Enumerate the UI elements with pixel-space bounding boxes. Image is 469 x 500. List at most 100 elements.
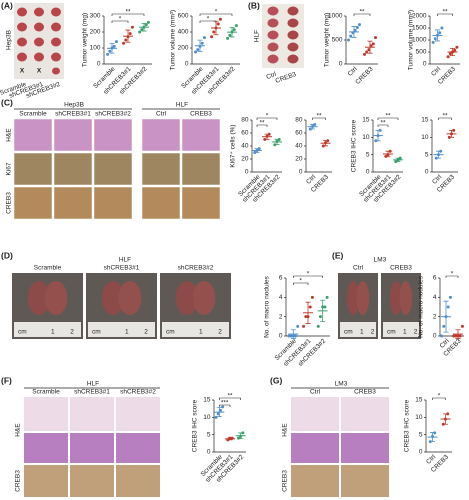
significance-bracket bbox=[199, 13, 233, 16]
y-tick-label: 10 bbox=[362, 134, 370, 141]
absent-mark: X bbox=[37, 68, 42, 75]
group-label: Ctrl bbox=[265, 71, 277, 81]
data-point bbox=[108, 49, 112, 53]
data-point bbox=[460, 324, 464, 328]
data-point bbox=[355, 26, 359, 30]
tumor bbox=[267, 54, 279, 64]
group-label: shCREB3#2 bbox=[178, 265, 214, 272]
stain-label: Ki67 bbox=[6, 162, 13, 175]
significance-label: ** bbox=[442, 9, 448, 16]
y-tick-label: 40 bbox=[295, 143, 303, 150]
data-point bbox=[114, 40, 118, 44]
ruler-label: 2 bbox=[218, 329, 222, 336]
absent-mark: X bbox=[20, 68, 25, 75]
data-point bbox=[365, 50, 369, 54]
ihc-tile bbox=[141, 118, 181, 152]
error-bar bbox=[310, 124, 315, 130]
data-point bbox=[234, 24, 238, 28]
error-bar bbox=[274, 138, 280, 145]
stain-label: CREB3 bbox=[6, 192, 13, 214]
data-point bbox=[140, 28, 144, 32]
y-tick-label: 500 bbox=[332, 37, 343, 44]
data-point bbox=[218, 17, 222, 21]
lung bbox=[389, 281, 403, 315]
lung bbox=[192, 281, 216, 315]
error-bar bbox=[290, 329, 296, 339]
group-label: Ctrl bbox=[156, 111, 167, 118]
panel-label: (A) bbox=[1, 0, 13, 10]
ruler-label: cm bbox=[92, 329, 101, 336]
error-bar bbox=[305, 301, 311, 324]
x-tick-label: CREB3 bbox=[354, 65, 375, 86]
group-label: CREB3 bbox=[190, 111, 212, 118]
tumor bbox=[17, 37, 27, 47]
ruler bbox=[340, 322, 376, 337]
significance-label: * bbox=[266, 113, 269, 120]
data-point bbox=[318, 315, 322, 319]
tumor bbox=[287, 18, 299, 28]
significance-bracket bbox=[256, 124, 268, 127]
significance-bracket bbox=[353, 13, 371, 16]
cell-line: LM3 bbox=[335, 381, 348, 388]
ihc-tile bbox=[141, 186, 181, 220]
data-point bbox=[200, 41, 204, 45]
error-bar bbox=[323, 140, 328, 147]
y-tick-label: 0 bbox=[339, 61, 343, 68]
zoom-tile bbox=[116, 433, 160, 463]
y-tick-label: 6 bbox=[433, 275, 437, 282]
y-axis-label: CREB3 IHC score bbox=[404, 399, 411, 452]
data-point bbox=[106, 52, 110, 56]
y-axis-label: Ki67⁺ cells (%) bbox=[230, 124, 237, 167]
ruler-label: 2 bbox=[70, 329, 74, 336]
tumor bbox=[34, 52, 44, 62]
he-tile bbox=[291, 397, 339, 431]
y-tick-label: 5 bbox=[207, 431, 211, 438]
error-bar bbox=[264, 133, 270, 140]
group-label: CREB3 bbox=[390, 265, 412, 272]
tumor bbox=[17, 52, 27, 62]
data-point bbox=[144, 23, 148, 27]
cell-line: HLF bbox=[87, 381, 99, 388]
ruler-label: cm bbox=[18, 329, 27, 336]
y-tick-label: 0 bbox=[245, 169, 249, 176]
data-point bbox=[289, 334, 293, 338]
y-tick-label: 0 bbox=[433, 333, 437, 340]
significance-label: ** bbox=[385, 113, 391, 120]
error-bar bbox=[436, 150, 441, 159]
y-tick-label: 0 bbox=[419, 449, 423, 456]
lung bbox=[356, 281, 370, 315]
lung bbox=[101, 281, 125, 315]
data-point bbox=[448, 295, 452, 299]
panel-label: (G) bbox=[270, 375, 282, 385]
ihc-tile bbox=[341, 465, 389, 497]
column-header: HLF bbox=[176, 102, 188, 109]
y-tick-label: 20 bbox=[241, 156, 249, 163]
data-point bbox=[458, 334, 462, 338]
error-bar bbox=[430, 432, 435, 442]
data-point bbox=[128, 32, 132, 36]
stain-label: CREB3 bbox=[15, 470, 22, 492]
ruler-label: 1 bbox=[125, 329, 129, 336]
y-tick-label: 600 bbox=[178, 13, 189, 20]
y-tick-label: 10 bbox=[415, 414, 423, 421]
tumor bbox=[34, 7, 44, 17]
error-bar bbox=[141, 22, 147, 32]
ruler-label: cm bbox=[166, 329, 175, 336]
data-point bbox=[431, 40, 435, 44]
significance-bracket bbox=[438, 117, 452, 120]
group-label: Scramble bbox=[19, 111, 47, 118]
data-point bbox=[214, 415, 218, 419]
panel-label: (F) bbox=[1, 375, 12, 385]
significance-bracket bbox=[111, 20, 129, 23]
ruler-label: cm bbox=[387, 329, 396, 336]
error-bar bbox=[375, 130, 381, 142]
tumor bbox=[17, 7, 27, 17]
ruler-label: 2 bbox=[144, 329, 148, 336]
stain-label: H&E bbox=[6, 128, 13, 142]
data-point bbox=[210, 35, 214, 39]
tumor bbox=[17, 22, 27, 32]
error-bar bbox=[227, 437, 233, 441]
significance-bracket bbox=[256, 117, 278, 120]
data-point bbox=[202, 36, 206, 40]
significance-label: ** bbox=[316, 113, 322, 120]
